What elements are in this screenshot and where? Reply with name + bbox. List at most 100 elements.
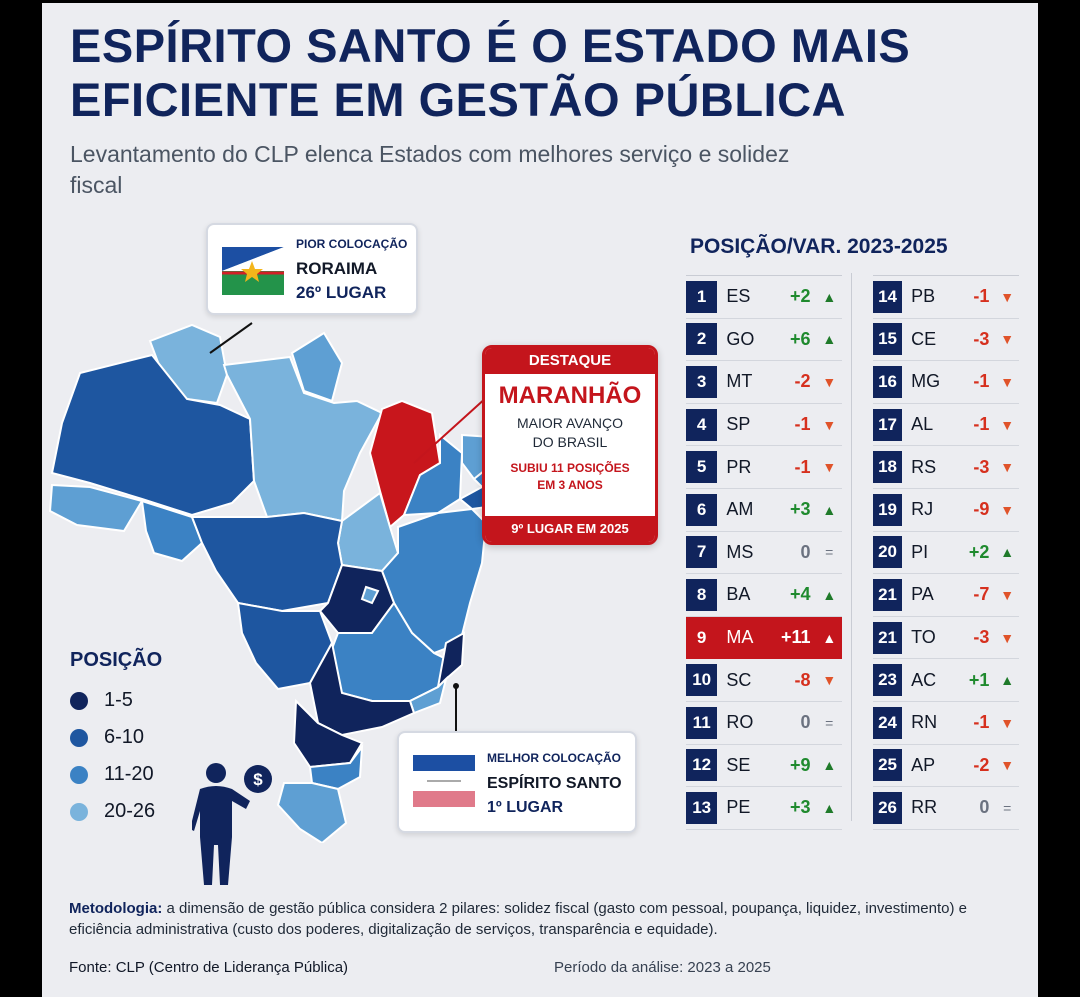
worst-callout: PIOR COLOCAÇÃO RORAIMA 26º LUGAR — [206, 223, 418, 315]
table-row: 16 MG -1 ▼ — [873, 361, 1019, 404]
table-row: 25 AP -2 ▼ — [873, 745, 1019, 788]
up-arrow-icon: ▲ — [822, 757, 837, 774]
variation-value: +9 — [790, 754, 811, 775]
state-code: PE — [726, 797, 751, 818]
variation-value: -3 — [973, 627, 990, 648]
table-row: 6 AM +3 ▲ — [686, 489, 842, 532]
variation-value: -1 — [973, 414, 990, 435]
state-code: PI — [911, 541, 929, 562]
rank-number: 25 — [873, 749, 903, 782]
variation-value: -8 — [794, 669, 811, 690]
legend-dot — [70, 691, 88, 710]
state-code: CE — [911, 328, 937, 349]
down-arrow-icon: ▼ — [1000, 459, 1015, 476]
table-row: 24 RN -1 ▼ — [873, 702, 1019, 745]
equal-icon: = — [825, 714, 834, 731]
state-code: MA — [726, 627, 754, 648]
legend-item: 6-10 — [70, 719, 162, 756]
legend-label: 20-26 — [104, 800, 156, 822]
variation-value: +2 — [968, 541, 990, 562]
roraima-flag-icon — [222, 247, 284, 295]
up-arrow-icon: ▲ — [822, 288, 837, 305]
worst-caption: PIOR COLOCAÇÃO — [296, 237, 408, 251]
table-row: 15 CE -3 ▼ — [873, 319, 1019, 362]
page-title: ESPÍRITO SANTO É O ESTADO MAIS EFICIENTE… — [70, 19, 911, 126]
table-row: 13 PE +3 ▲ — [686, 787, 842, 830]
variation-value: -1 — [973, 371, 990, 392]
variation-value: +3 — [790, 499, 811, 520]
state-mt — [190, 511, 344, 613]
table-row: 9 MA +11 ▲ — [686, 616, 842, 660]
rank-number: 10 — [686, 664, 718, 697]
state-code: MS — [726, 541, 754, 562]
table-row: 8 BA +4 ▲ — [686, 574, 842, 617]
down-arrow-icon: ▼ — [1000, 586, 1015, 603]
equal-icon: = — [825, 544, 834, 561]
best-state: ESPÍRITO SANTO — [487, 775, 622, 792]
variation-value: 0 — [800, 541, 811, 562]
table-row: 5 PR -1 ▼ — [686, 446, 842, 489]
state-code: GO — [726, 328, 755, 349]
variation-value: -1 — [973, 712, 990, 733]
legend-dot — [70, 728, 88, 747]
variation-value: 0 — [800, 712, 811, 733]
rank-number: 26 — [873, 791, 903, 824]
person-with-money-icon: $ — [192, 763, 272, 885]
best-caption: MELHOR COLOCAÇÃO — [487, 751, 621, 765]
rank-number: 8 — [686, 578, 718, 611]
rank-number: 24 — [873, 706, 903, 739]
equal-icon: = — [1003, 799, 1012, 816]
up-arrow-icon: ▲ — [822, 799, 837, 816]
rank-number: 13 — [686, 791, 718, 824]
rank-number: 21 — [873, 621, 903, 654]
rank-number: 9 — [686, 621, 718, 654]
state-code: BA — [726, 584, 751, 605]
methodology: Metodologia: a dimensão de gestão públic… — [69, 898, 1019, 940]
legend-item: 11-20 — [70, 756, 162, 793]
rank-number: 12 — [686, 749, 718, 782]
worst-state: RORAIMA — [296, 259, 378, 278]
highlight-footer: 9º LUGAR EM 2025 — [485, 516, 655, 542]
state-code: RR — [911, 797, 938, 818]
up-arrow-icon: ▲ — [822, 501, 837, 518]
down-arrow-icon: ▼ — [1000, 757, 1015, 774]
highlight-state: MARANHÃO — [498, 382, 642, 409]
state-code: AM — [726, 499, 754, 520]
variation-value: -9 — [973, 499, 990, 520]
state-code: MT — [726, 371, 753, 392]
svg-text:$: $ — [253, 770, 263, 789]
period: Período da análise: 2023 a 2025 — [554, 959, 771, 976]
highlight-desc-1: MAIOR AVANÇO — [516, 415, 624, 431]
best-callout: MELHOR COLOCAÇÃO ESPÍRITO SANTO 1º LUGAR — [397, 731, 637, 833]
rank-number: 19 — [873, 493, 903, 526]
down-arrow-icon: ▼ — [1000, 331, 1015, 348]
variation-value: -7 — [973, 584, 990, 605]
highlight-header: DESTAQUE — [485, 348, 655, 374]
table-row: 3 MT -2 ▼ — [686, 361, 842, 404]
highlight-desc-2: DO BRASIL — [532, 434, 608, 450]
rank-number: 21 — [873, 578, 903, 611]
legend-title: POSIÇÃO — [70, 649, 163, 671]
rank-number: 23 — [873, 664, 903, 697]
rank-number: 1 — [686, 280, 718, 313]
state-ap — [290, 331, 344, 403]
variation-value: +2 — [790, 286, 811, 307]
highlight-sub-2: EM 3 ANOS — [537, 478, 603, 492]
down-arrow-icon: ▼ — [1000, 501, 1015, 518]
table-row: 10 SC -8 ▼ — [686, 659, 842, 702]
down-arrow-icon: ▼ — [1000, 373, 1015, 390]
state-es — [436, 631, 466, 690]
state-code: RN — [911, 712, 938, 733]
state-code: RJ — [911, 499, 934, 520]
table-row: 20 PI +2 ▲ — [873, 532, 1019, 575]
state-code: PR — [726, 456, 752, 477]
table-row: 21 PA -7 ▼ — [873, 574, 1019, 617]
state-code: AC — [911, 669, 937, 690]
down-arrow-icon: ▼ — [1000, 629, 1015, 646]
legend-item: 20-26 — [70, 793, 162, 830]
up-arrow-icon: ▲ — [1000, 672, 1015, 689]
page-subtitle: Levantamento do CLP elenca Estados com m… — [70, 141, 790, 198]
rank-number: 4 — [686, 408, 718, 441]
rank-number: 20 — [873, 536, 903, 569]
variation-value: -2 — [973, 754, 990, 775]
